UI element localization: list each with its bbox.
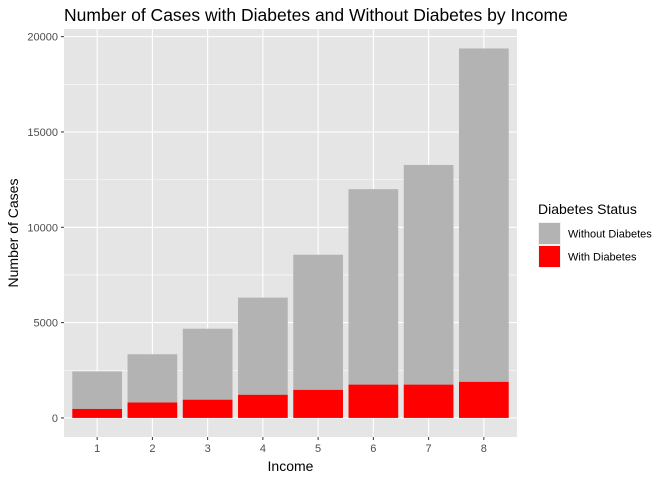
x-axis-title: Income [268, 458, 314, 474]
y-tick-label: 5000 [34, 318, 58, 330]
bar-without-diabetes-5 [293, 254, 343, 390]
x-tick-label: 6 [370, 443, 376, 455]
x-tick-label: 5 [315, 443, 321, 455]
x-tick-label: 7 [426, 443, 432, 455]
x-tick-label: 3 [205, 443, 211, 455]
legend-title: Diabetes Status [538, 201, 637, 217]
legend-label-without-diabetes: Without Diabetes [568, 229, 652, 241]
bar-without-diabetes-8 [458, 48, 509, 382]
bar-without-diabetes-3 [182, 328, 233, 400]
y-tick-label: 0 [52, 413, 58, 425]
bar-with-diabetes-3 [182, 399, 233, 418]
bar-with-diabetes-1 [72, 408, 123, 418]
x-tick-label: 4 [260, 443, 266, 455]
x-axis: 1 2 3 4 5 6 7 8 [94, 437, 487, 455]
bar-with-diabetes-2 [127, 402, 178, 418]
bar-with-diabetes-8 [458, 381, 509, 418]
y-tick-label: 15000 [27, 127, 58, 139]
bar-with-diabetes-4 [238, 394, 288, 418]
legend-swatch-with-diabetes [539, 246, 560, 267]
y-tick-label: 20000 [27, 32, 58, 44]
legend-swatch-without-diabetes [539, 223, 560, 244]
y-tick-label: 10000 [27, 222, 58, 234]
legend-label-with-diabetes: With Diabetes [568, 252, 637, 264]
x-tick-label: 8 [481, 443, 487, 455]
bars [72, 48, 509, 418]
x-tick-label: 1 [94, 443, 100, 455]
y-axis-title: Number of Cases [5, 179, 21, 288]
bar-with-diabetes-7 [403, 384, 454, 418]
bar-with-diabetes-5 [293, 389, 343, 418]
bar-without-diabetes-1 [72, 371, 123, 409]
bar-without-diabetes-2 [127, 354, 178, 403]
bar-with-diabetes-6 [348, 384, 399, 418]
bar-without-diabetes-4 [238, 297, 288, 395]
y-axis: 0 5000 10000 15000 20000 [27, 32, 64, 425]
x-tick-label: 2 [149, 443, 155, 455]
legend: Diabetes Status Without Diabetes With Dia… [538, 201, 652, 268]
chart-title: Number of Cases with Diabetes and Withou… [64, 5, 568, 25]
bar-without-diabetes-7 [403, 164, 454, 385]
bar-without-diabetes-6 [348, 189, 399, 385]
